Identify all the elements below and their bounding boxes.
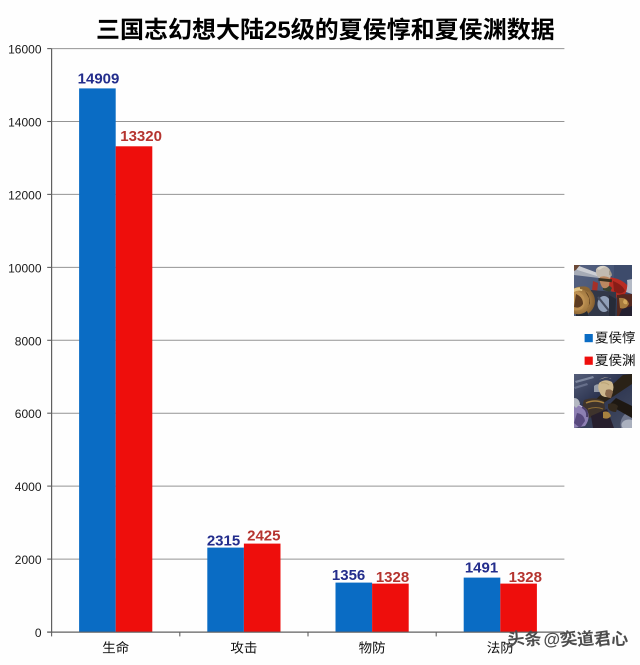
svg-text:1328: 1328 bbox=[509, 569, 542, 586]
svg-text:1328: 1328 bbox=[376, 569, 409, 586]
svg-text:0: 0 bbox=[35, 626, 42, 640]
svg-text:13320: 13320 bbox=[120, 128, 162, 145]
svg-text:1491: 1491 bbox=[465, 560, 498, 577]
svg-text:25: 25 bbox=[264, 17, 291, 44]
svg-text:2315: 2315 bbox=[207, 533, 240, 550]
svg-text:16000: 16000 bbox=[8, 43, 42, 57]
svg-text:2000: 2000 bbox=[15, 553, 42, 567]
svg-text:4000: 4000 bbox=[15, 480, 42, 494]
svg-text:10000: 10000 bbox=[8, 261, 42, 275]
svg-text:1356: 1356 bbox=[332, 567, 365, 584]
svg-text:14000: 14000 bbox=[8, 116, 42, 130]
svg-text:2425: 2425 bbox=[247, 527, 280, 544]
svg-text:8000: 8000 bbox=[15, 334, 42, 348]
svg-text:12000: 12000 bbox=[8, 188, 42, 202]
svg-text:14909: 14909 bbox=[78, 71, 120, 88]
svg-text:6000: 6000 bbox=[15, 407, 42, 421]
